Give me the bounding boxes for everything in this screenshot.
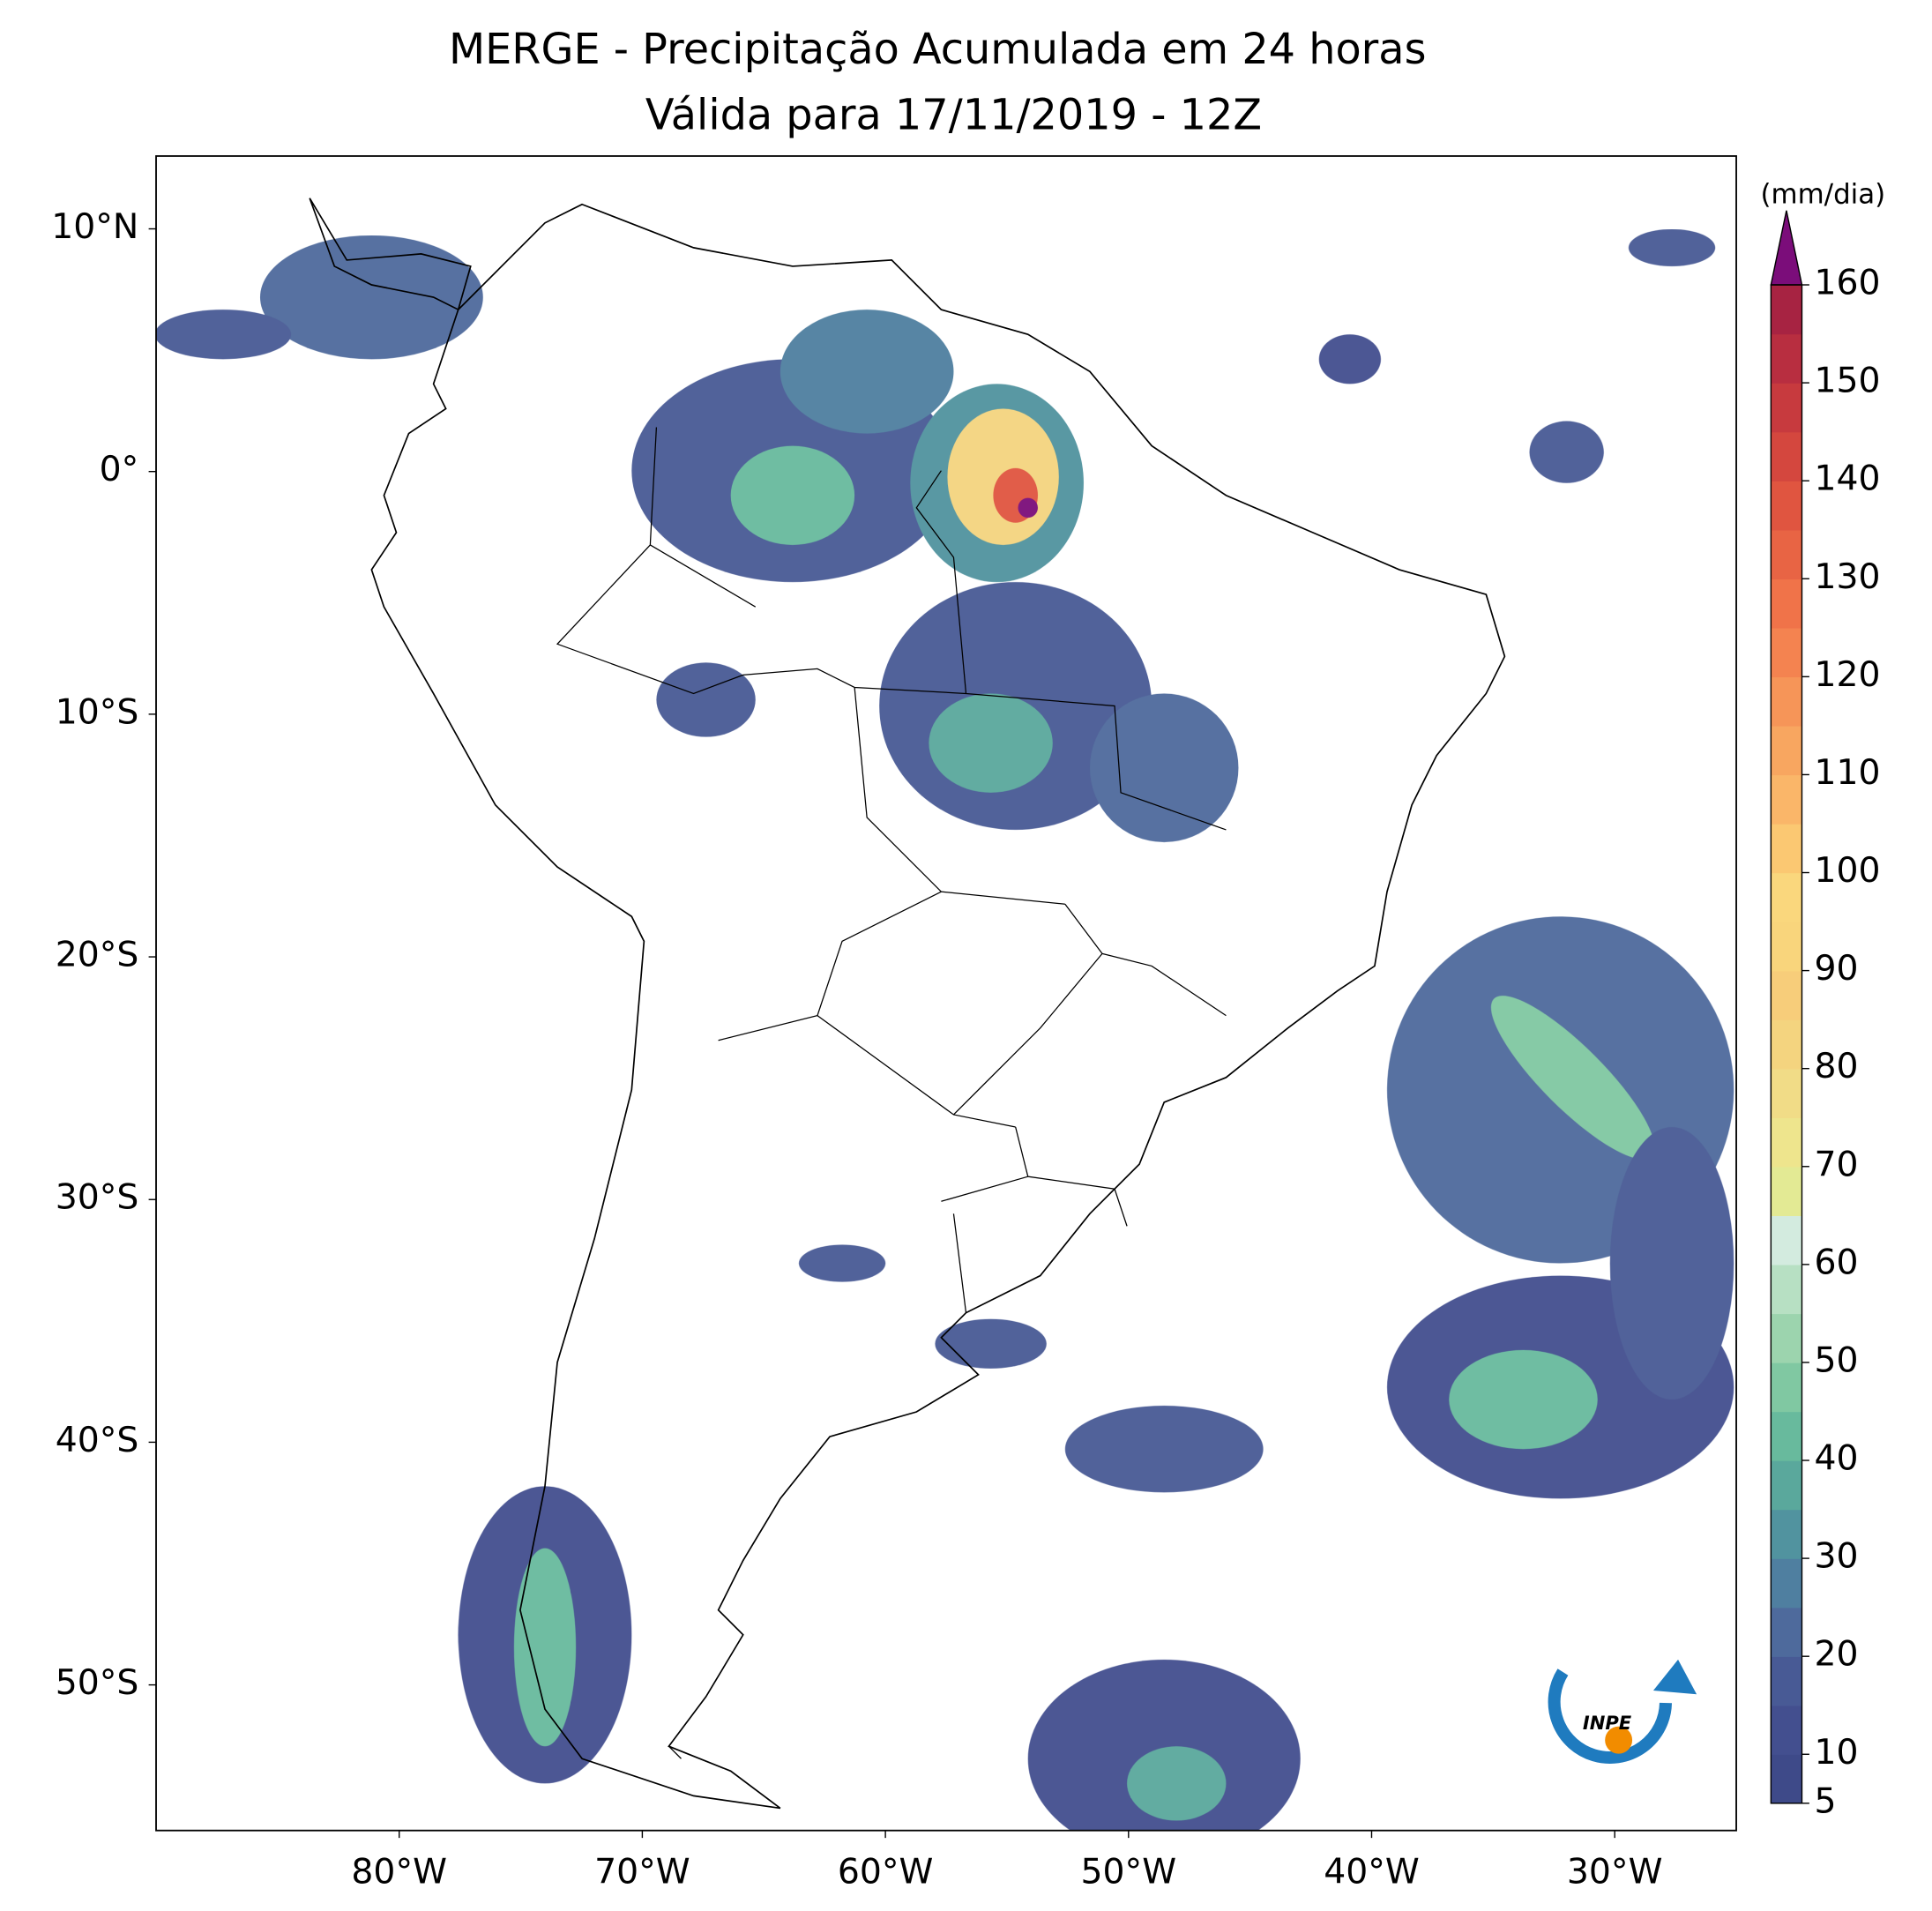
colorbar-tick-label: 120 xyxy=(1815,655,1881,695)
y-tick-label: 0° xyxy=(100,450,139,489)
x-tick-label: 80°W xyxy=(351,1852,447,1892)
colorbar-segment xyxy=(1771,1754,1802,1804)
x-tick-label: 70°W xyxy=(594,1852,690,1892)
colorbar-segment xyxy=(1771,1607,1802,1657)
colorbar-tick-label: 20 xyxy=(1815,1635,1859,1675)
colorbar-segment xyxy=(1771,1509,1802,1559)
colorbar-segment xyxy=(1771,676,1802,727)
colorbar-tick-label: 30 xyxy=(1815,1537,1859,1577)
colorbar-segment xyxy=(1771,579,1802,629)
colorbar-segment xyxy=(1771,1068,1802,1118)
colorbar-segment xyxy=(1771,627,1802,678)
colorbar-segment xyxy=(1771,1313,1802,1363)
map-title: MERGE - Precipitação Acumulada em 24 hor… xyxy=(449,26,1426,74)
x-tick-label: 50°W xyxy=(1081,1852,1177,1892)
colorbar-tick-label: 80 xyxy=(1815,1047,1859,1086)
colorbar-segment xyxy=(1771,1362,1802,1413)
colorbar-segment xyxy=(1771,970,1802,1020)
colorbar-extend xyxy=(1770,210,1803,286)
x-tick-label: 40°W xyxy=(1324,1852,1420,1892)
colorbar-tick-label: 130 xyxy=(1815,557,1881,597)
colorbar-tick-label: 5 xyxy=(1815,1781,1837,1821)
colorbar-segment xyxy=(1771,285,1802,335)
colorbar-segment xyxy=(1771,1705,1802,1755)
map-frame xyxy=(155,155,1737,1832)
colorbar-segment xyxy=(1771,1019,1802,1070)
precipitation-field xyxy=(156,228,1734,1831)
colorbar-segment xyxy=(1771,872,1802,922)
colorbar-tick-label: 60 xyxy=(1815,1243,1859,1282)
map-area xyxy=(156,198,1734,1831)
colorbar-segment xyxy=(1771,922,1802,972)
colorbar-segment xyxy=(1771,1460,1802,1511)
y-tick-label: 50°S xyxy=(56,1663,139,1703)
colorbar-tick-label: 100 xyxy=(1815,851,1881,891)
colorbar-segment xyxy=(1771,774,1802,825)
colorbar-tick-label: 90 xyxy=(1815,949,1859,989)
y-tick-label: 10°S xyxy=(56,692,139,732)
colorbar-segment xyxy=(1771,333,1802,384)
colorbar-segment xyxy=(1771,1117,1802,1168)
map-subtitle: Válida para 17/11/2019 - 12Z xyxy=(645,91,1262,139)
colorbar-segment xyxy=(1771,1558,1802,1609)
colorbar-frame xyxy=(1770,284,1803,1804)
borders xyxy=(556,427,1227,1759)
coastline xyxy=(309,198,1506,1810)
y-tick-label: 10°N xyxy=(51,207,138,247)
colorbar-segment xyxy=(1771,529,1802,579)
x-tick-label: 60°W xyxy=(838,1852,934,1892)
inpe-logo: INPE xyxy=(1529,1624,1734,1830)
colorbar-segment xyxy=(1771,1656,1802,1706)
colorbar-tick-label: 110 xyxy=(1815,753,1881,793)
colorbar-segment xyxy=(1771,1264,1802,1315)
colorbar-segment xyxy=(1771,725,1802,776)
colorbar-segment xyxy=(1771,1411,1802,1461)
colorbar-segment xyxy=(1771,481,1802,531)
colorbar-tick-label: 150 xyxy=(1815,362,1881,401)
logo-text: INPE xyxy=(1583,1712,1632,1734)
colorbar-tick-label: 50 xyxy=(1815,1340,1859,1380)
y-tick-label: 20°S xyxy=(56,936,139,975)
colorbar-segment xyxy=(1771,383,1802,433)
colorbar-segment xyxy=(1771,1215,1802,1265)
colorbar-tick-label: 40 xyxy=(1815,1439,1859,1479)
colorbar-unit: (mm/dia) xyxy=(1760,178,1885,210)
y-tick-label: 40°S xyxy=(56,1421,139,1460)
colorbar-tick-label: 140 xyxy=(1815,459,1881,499)
colorbar-segment xyxy=(1771,1166,1802,1217)
y-tick-label: 30°S xyxy=(56,1178,139,1218)
colorbar-tick-label: 70 xyxy=(1815,1145,1859,1184)
colorbar-segment xyxy=(1771,823,1802,874)
colorbar-tick-label: 10 xyxy=(1815,1733,1859,1773)
x-tick-label: 30°W xyxy=(1567,1852,1663,1892)
colorbar-segment xyxy=(1771,431,1802,481)
colorbar-tick-label: 160 xyxy=(1815,264,1881,303)
